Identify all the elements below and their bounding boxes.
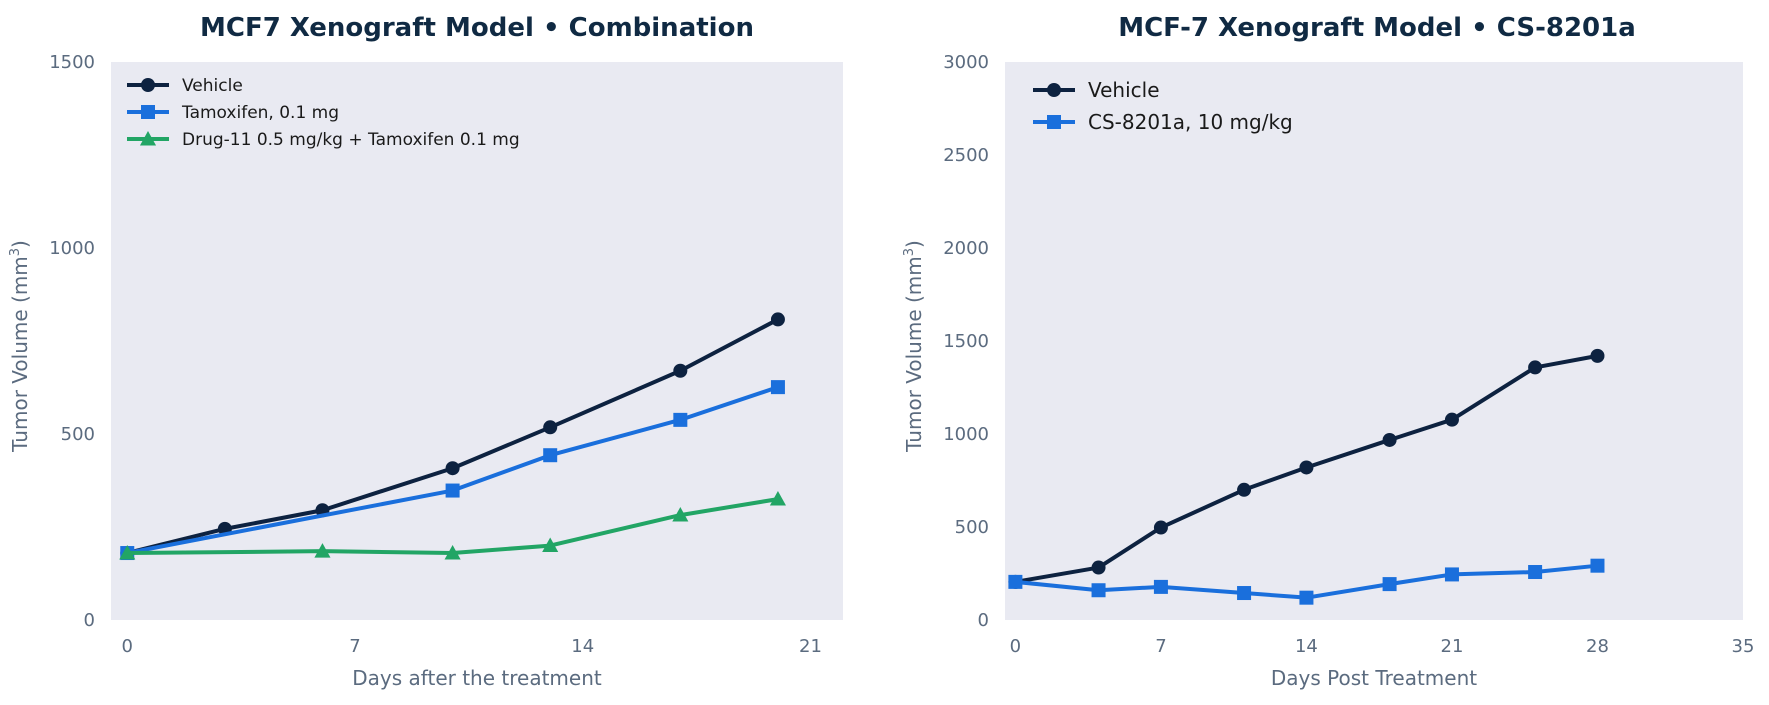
data-point <box>314 543 331 558</box>
chart-title: MCF7 Xenograft Model • Combination <box>200 13 754 43</box>
data-point <box>445 483 460 498</box>
data-point <box>1237 586 1252 601</box>
series-line <box>127 497 779 556</box>
data-point <box>1299 460 1314 475</box>
data-point <box>1008 574 1023 589</box>
y-tick-label: 3000 <box>943 52 989 73</box>
chart-title: MCF-7 Xenograft Model • CS-8201a <box>1118 13 1636 43</box>
legend-label: Tamoxifen, 0.1 mg <box>181 103 339 123</box>
x-tick-label: 28 <box>1586 636 1609 657</box>
x-tick-label: 14 <box>571 636 594 657</box>
data-point <box>1299 590 1314 605</box>
x-axis-label: Days Post Treatment <box>1271 666 1477 690</box>
x-tick-label: 7 <box>1155 636 1166 657</box>
data-point <box>119 544 136 560</box>
legend-label: Vehicle <box>182 76 243 96</box>
data-point <box>1444 412 1459 427</box>
legend: Vehicle Tamoxifen, 0.1 mg Drug-11 0.5 mg/k… <box>127 76 520 150</box>
legend-label: CS-8201a, 10 mg/kg <box>1088 110 1293 134</box>
y-tick-label: 2000 <box>943 238 989 259</box>
y-axis-label-superscript: 3 <box>902 248 917 256</box>
x-tick-label: 21 <box>1441 636 1464 657</box>
legend-label: Vehicle <box>1088 78 1160 102</box>
data-point <box>1153 520 1168 535</box>
y-tick-label: 1000 <box>49 238 95 259</box>
y-axis-label-main: Tumor Volume (mm <box>8 256 32 453</box>
y-tick-label: 0 <box>84 610 95 631</box>
chart-1: MCF7 Xenograft Model • Combination 0 500 10… <box>8 13 843 690</box>
x-tick-label: 7 <box>349 636 360 657</box>
x-axis-label: Days after the treatment <box>352 666 602 690</box>
y-tick-label: 0 <box>978 610 989 631</box>
data-point <box>1091 583 1106 598</box>
legend-label: Drug-11 0.5 mg/kg + Tamoxifen 0.1 mg <box>182 130 520 150</box>
legend-marker <box>139 130 157 146</box>
data-point <box>1382 577 1397 592</box>
data-point <box>673 412 688 427</box>
y-tick-label: 500 <box>955 517 989 538</box>
legend-marker <box>1047 83 1061 97</box>
series-3 <box>119 491 786 560</box>
data-point <box>1382 432 1397 447</box>
data-point <box>444 544 461 560</box>
data-point <box>1153 579 1168 594</box>
x-tick-label: 0 <box>122 636 133 657</box>
series-2 <box>1008 558 1605 605</box>
data-point <box>1091 560 1106 575</box>
data-point <box>1590 558 1605 573</box>
data-point <box>673 363 688 378</box>
data-point <box>672 507 689 522</box>
data-point <box>769 491 786 506</box>
x-tick-label: 35 <box>1732 636 1755 657</box>
legend-marker <box>141 105 155 119</box>
data-point <box>770 380 785 395</box>
data-point <box>543 448 558 463</box>
y-axis-label-close: ) <box>8 240 32 248</box>
y-axis-label-close: ) <box>902 240 926 248</box>
data-point <box>543 420 558 435</box>
data-point <box>1444 567 1459 582</box>
y-axis-label-superscript: 3 <box>8 248 23 256</box>
data-point <box>1237 482 1252 497</box>
data-point <box>770 312 785 327</box>
y-tick-label: 1000 <box>943 424 989 445</box>
data-point <box>1528 360 1543 375</box>
y-tick-label: 1500 <box>943 331 989 352</box>
y-tick-label: 500 <box>61 424 95 445</box>
legend: Vehicle CS-8201a, 10 mg/kg <box>1033 78 1293 134</box>
y-axis-label: Tumor Volume (mm3) <box>902 240 926 453</box>
y-tick-label: 2500 <box>943 145 989 166</box>
data-point <box>1590 348 1605 363</box>
data-point <box>445 461 460 476</box>
x-tick-label: 21 <box>799 636 822 657</box>
y-axis-label: Tumor Volume (mm3) <box>8 240 32 453</box>
data-point <box>542 537 559 553</box>
x-tick-label: 14 <box>1295 636 1318 657</box>
y-axis-label-main: Tumor Volume (mm <box>902 256 926 453</box>
y-tick-label: 1500 <box>49 52 95 73</box>
x-tick-label: 0 <box>1010 636 1021 657</box>
data-point <box>1528 565 1543 580</box>
chart-2: MCF-7 Xenograft Model • CS-8201a 0 500 1000… <box>902 13 1754 690</box>
legend-marker <box>1047 115 1061 129</box>
plot-area <box>1005 62 1743 620</box>
legend-marker <box>141 78 155 92</box>
